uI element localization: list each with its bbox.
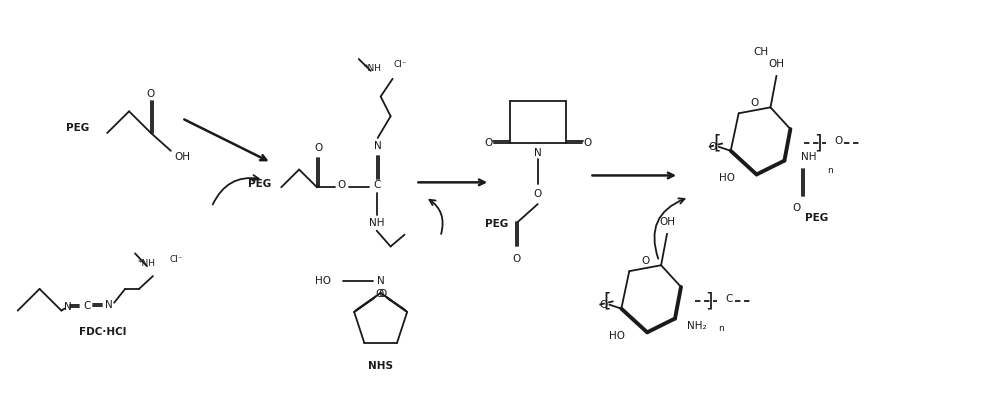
Text: NH: NH	[801, 152, 816, 162]
Text: O: O	[534, 189, 542, 199]
Text: ]: ]	[814, 133, 822, 152]
Text: NH: NH	[369, 218, 384, 228]
Text: O: O	[147, 88, 155, 98]
Text: Cl⁻: Cl⁻	[394, 60, 407, 70]
Text: PEG: PEG	[248, 179, 271, 189]
Text: O: O	[709, 142, 717, 152]
Text: NH₂: NH₂	[687, 322, 707, 332]
Text: HO: HO	[719, 173, 735, 183]
Text: OH: OH	[768, 59, 784, 69]
Text: OH: OH	[659, 217, 675, 227]
Text: HO: HO	[315, 276, 331, 286]
Text: PEG: PEG	[66, 123, 89, 133]
Text: *NH: *NH	[138, 259, 156, 268]
Text: HO: HO	[609, 331, 625, 341]
Text: C: C	[725, 294, 732, 304]
Text: O: O	[641, 256, 649, 266]
Text: n: n	[718, 324, 724, 333]
Text: O: O	[583, 138, 592, 148]
Text: N: N	[105, 300, 113, 310]
Text: O: O	[314, 143, 322, 153]
Text: O: O	[484, 138, 492, 148]
Text: OH: OH	[175, 152, 191, 162]
Text: PEG: PEG	[485, 219, 508, 229]
Text: O: O	[513, 254, 521, 264]
Text: PEG: PEG	[805, 213, 828, 223]
Text: O: O	[599, 300, 608, 310]
Text: N: N	[374, 141, 382, 151]
Text: N: N	[534, 148, 542, 158]
Text: C: C	[373, 180, 380, 190]
Text: FDC·HCl: FDC·HCl	[79, 327, 126, 337]
Text: *NH: *NH	[364, 64, 382, 73]
Text: [: [	[713, 133, 721, 152]
Text: ]: ]	[705, 291, 713, 310]
Text: Cl⁻: Cl⁻	[170, 255, 184, 264]
Text: N: N	[64, 301, 71, 311]
Text: O: O	[375, 289, 383, 299]
Text: NHS: NHS	[368, 361, 393, 371]
Text: O: O	[378, 289, 386, 299]
Text: O: O	[750, 98, 759, 108]
Text: N: N	[377, 276, 385, 286]
Text: O: O	[792, 203, 800, 213]
Text: C: C	[84, 301, 91, 311]
Text: n: n	[827, 166, 833, 175]
Text: O: O	[338, 180, 346, 190]
Text: [: [	[604, 291, 611, 310]
Text: O: O	[834, 136, 842, 146]
Text: CH: CH	[753, 47, 768, 57]
